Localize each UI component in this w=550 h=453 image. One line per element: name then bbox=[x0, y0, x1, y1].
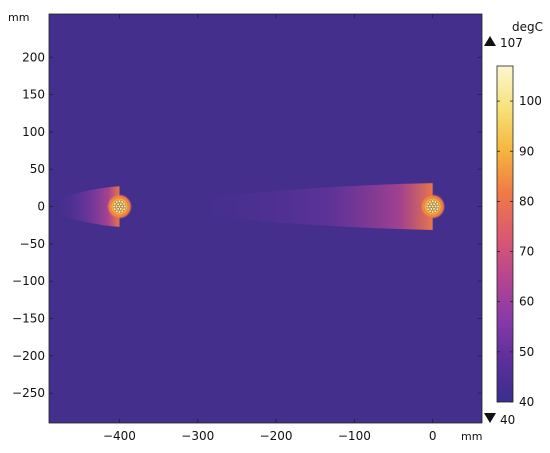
x-tick-label: −200 bbox=[260, 429, 293, 443]
strand bbox=[426, 202, 430, 206]
strand bbox=[429, 202, 433, 206]
y-tick-label: 150 bbox=[22, 88, 45, 102]
colorbar-tick-label: 90 bbox=[519, 144, 534, 158]
strand bbox=[435, 207, 439, 211]
heat-field bbox=[56, 183, 446, 230]
strand bbox=[120, 200, 124, 204]
strand bbox=[116, 202, 120, 206]
y-tick-label: −250 bbox=[12, 386, 45, 400]
strand bbox=[122, 202, 126, 206]
y-axis-label: mm bbox=[8, 11, 29, 24]
hot-spot bbox=[197, 183, 446, 230]
strand bbox=[118, 205, 121, 208]
strand bbox=[426, 207, 430, 211]
strand bbox=[433, 209, 437, 213]
strand bbox=[425, 205, 429, 208]
colorbar-unit: degC bbox=[512, 20, 543, 34]
strand bbox=[115, 205, 119, 208]
x-tick-label: −400 bbox=[103, 429, 136, 443]
strand bbox=[432, 207, 436, 211]
strand bbox=[429, 207, 433, 211]
strand bbox=[118, 210, 121, 214]
hot-spot bbox=[56, 186, 132, 227]
thermal-plume bbox=[197, 183, 433, 230]
plot-frame bbox=[48, 13, 483, 424]
strand bbox=[119, 207, 123, 211]
y-tick-label: −200 bbox=[12, 349, 45, 363]
strand bbox=[123, 205, 127, 208]
y-tick-label: 50 bbox=[30, 162, 45, 176]
x-tick-label: −300 bbox=[181, 429, 214, 443]
y-tick-label: −150 bbox=[12, 312, 45, 326]
strand bbox=[113, 202, 117, 206]
strand bbox=[431, 199, 435, 203]
strand bbox=[428, 205, 432, 208]
axis-ticks: −400 −300 −200 −100 0 200 150 100 50 0 −50 −100 −150… bbox=[12, 14, 482, 443]
strand bbox=[120, 209, 124, 213]
colorbar-tick-label: 60 bbox=[519, 295, 534, 309]
thermal-plume bbox=[56, 186, 120, 227]
strand bbox=[120, 205, 124, 208]
strand bbox=[428, 200, 432, 204]
y-tick-label: 100 bbox=[22, 125, 45, 139]
colorbar-tick-label: 40 bbox=[519, 395, 534, 409]
strand bbox=[113, 207, 117, 211]
strand bbox=[431, 205, 435, 208]
colorbar-tick-label: 80 bbox=[519, 194, 534, 208]
min-marker-icon bbox=[484, 413, 496, 423]
x-tick-label: −100 bbox=[338, 429, 371, 443]
strand bbox=[116, 207, 120, 211]
y-tick-label: 200 bbox=[22, 50, 45, 64]
strand bbox=[428, 209, 432, 213]
x-tick-label: 0 bbox=[429, 429, 437, 443]
strand bbox=[119, 202, 123, 206]
strand bbox=[122, 207, 126, 211]
strand bbox=[431, 210, 435, 214]
strand bbox=[435, 202, 439, 206]
colorbar-max-label: 107 bbox=[500, 36, 523, 50]
colorbar bbox=[496, 65, 514, 403]
x-axis-label: mm bbox=[461, 430, 482, 443]
strand bbox=[433, 200, 437, 204]
strand bbox=[436, 205, 440, 208]
strand bbox=[115, 200, 119, 204]
y-tick-label: −100 bbox=[12, 274, 45, 288]
colorbar-tick-label: 100 bbox=[519, 94, 542, 108]
colorbar-ticks: 100 90 80 70 60 50 40 bbox=[497, 94, 542, 409]
max-marker-icon bbox=[484, 36, 496, 46]
colorbar-tick-label: 70 bbox=[519, 245, 534, 259]
colorbar-min-label: 40 bbox=[500, 413, 515, 427]
y-tick-label: 0 bbox=[37, 200, 45, 214]
strand bbox=[115, 209, 119, 213]
strand bbox=[432, 202, 436, 206]
strand bbox=[112, 205, 116, 208]
colorbar-tick-label: 50 bbox=[519, 345, 534, 359]
strand bbox=[118, 199, 121, 203]
y-tick-label: −50 bbox=[20, 237, 45, 251]
strand bbox=[434, 205, 437, 208]
